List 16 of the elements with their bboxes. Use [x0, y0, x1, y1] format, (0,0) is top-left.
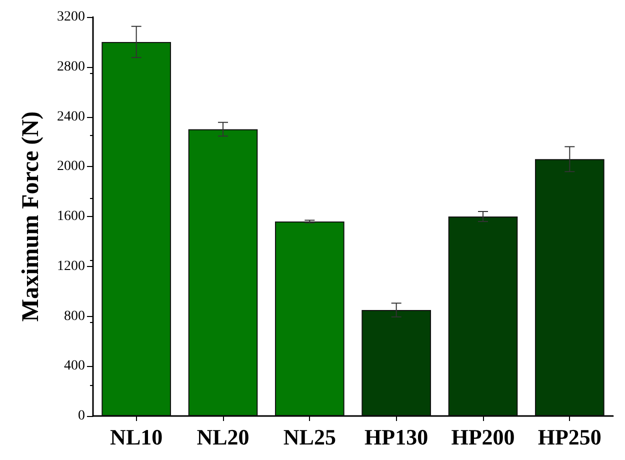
y-tick-label: 800	[64, 308, 85, 324]
x-tick-label: HP130	[364, 424, 428, 450]
x-tick-label: HP250	[538, 424, 602, 450]
y-tick-label: 0	[78, 408, 85, 424]
y-tick-label: 2000	[57, 159, 85, 174]
y-tick-label: 2800	[57, 59, 85, 74]
y-axis-title: Maximum Force (N)	[18, 111, 44, 322]
y-tick-label: 1600	[57, 209, 85, 224]
y-tick-label: 1200	[57, 258, 85, 274]
x-tick-label: NL25	[283, 424, 336, 450]
y-tick-label: 400	[64, 358, 85, 374]
y-tick-label: 3200	[57, 10, 85, 24]
x-tick-label: NL20	[196, 424, 250, 450]
x-tick-label: NL10	[110, 424, 163, 450]
y-tick-label: 2400	[57, 109, 85, 124]
x-tick-label: HP200	[451, 424, 515, 450]
